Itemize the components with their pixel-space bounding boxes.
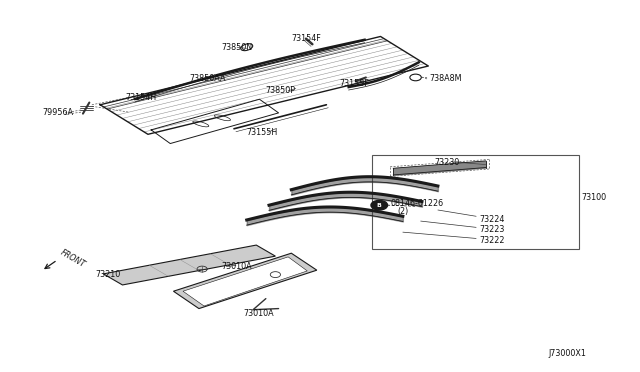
Text: 73230: 73230 bbox=[435, 157, 460, 167]
Text: 73010A: 73010A bbox=[221, 262, 252, 271]
Polygon shape bbox=[173, 253, 317, 309]
Text: 738A8M: 738A8M bbox=[429, 74, 462, 83]
Text: B: B bbox=[377, 203, 381, 208]
Text: 73154F: 73154F bbox=[291, 34, 321, 43]
Text: 08146-61226: 08146-61226 bbox=[390, 199, 444, 208]
Text: 73850AA: 73850AA bbox=[189, 74, 226, 83]
Text: 73223: 73223 bbox=[479, 225, 505, 234]
Text: FRONT: FRONT bbox=[59, 248, 87, 270]
Circle shape bbox=[371, 201, 388, 210]
Polygon shape bbox=[103, 245, 275, 285]
Text: 73154H: 73154H bbox=[125, 93, 157, 102]
Text: 73010A: 73010A bbox=[244, 309, 274, 318]
Text: 73850N: 73850N bbox=[221, 43, 252, 52]
Text: (2): (2) bbox=[397, 206, 409, 216]
Text: 73210: 73210 bbox=[96, 270, 121, 279]
Text: J73000X1: J73000X1 bbox=[548, 350, 586, 359]
Text: 73222: 73222 bbox=[479, 236, 505, 245]
Text: 73850P: 73850P bbox=[266, 86, 296, 95]
Text: 73155F: 73155F bbox=[339, 79, 369, 88]
Polygon shape bbox=[183, 257, 307, 306]
Text: 79956A: 79956A bbox=[43, 108, 74, 118]
Text: 73224: 73224 bbox=[479, 215, 505, 224]
Text: 73100: 73100 bbox=[581, 193, 606, 202]
Bar bbox=[372, 155, 579, 249]
Text: 73155H: 73155H bbox=[246, 128, 278, 137]
